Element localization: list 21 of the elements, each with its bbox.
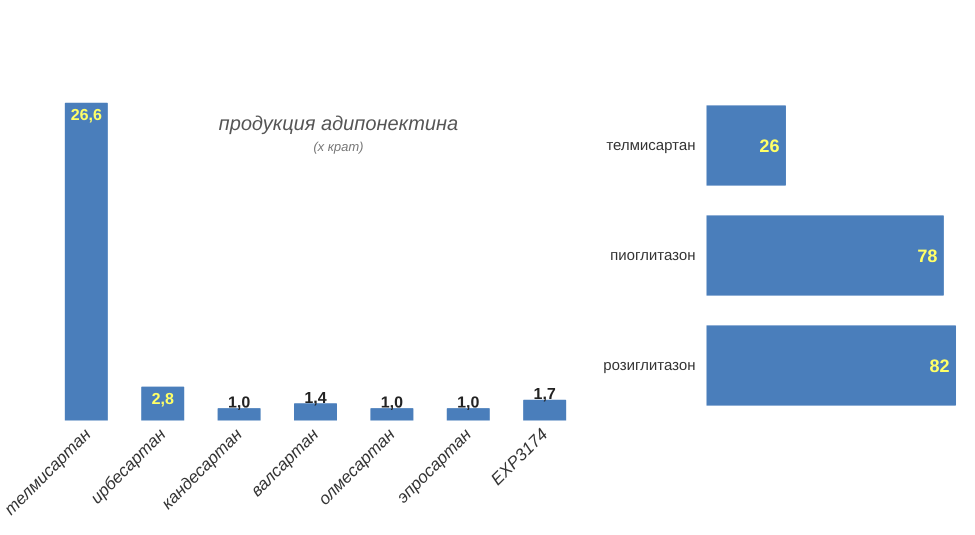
- data-label: 1,0: [380, 394, 404, 412]
- bar: [141, 386, 184, 420]
- data-label: 1,0: [228, 394, 250, 412]
- data-label: 1,7: [534, 386, 556, 404]
- data-label: 2,8: [152, 391, 174, 408]
- data-label: 82: [930, 356, 950, 376]
- y-tick-label: розиглитазон: [603, 357, 696, 374]
- data-label: 78: [917, 246, 938, 266]
- bar: [446, 408, 490, 420]
- data-label: 1,4: [304, 390, 327, 407]
- bar: [370, 408, 414, 420]
- y-tick-label: телмисартан: [606, 137, 696, 154]
- bar: [523, 400, 566, 420]
- bar: [218, 408, 261, 420]
- data-label: 26,6: [70, 107, 102, 124]
- text: (х крат): [313, 138, 364, 154]
- y-tick-label: пиоглитазон: [610, 247, 696, 264]
- data-label: 1,0: [457, 394, 480, 412]
- data-label: 26: [759, 136, 780, 156]
- text: продукция адипонектина: [218, 112, 458, 135]
- bar: [64, 102, 108, 420]
